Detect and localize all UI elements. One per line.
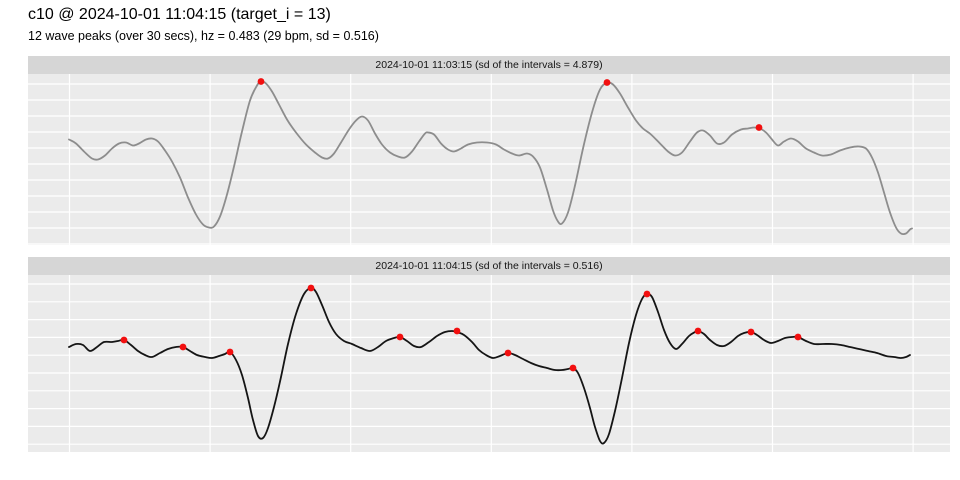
chart-subtitle: 12 wave peaks (over 30 secs), hz = 0.483… xyxy=(28,29,379,43)
peak-marker xyxy=(179,343,187,351)
facet-panel-top xyxy=(28,73,950,245)
wave-line xyxy=(68,80,913,235)
chart-title: c10 @ 2024-10-01 11:04:15 (target_i = 13… xyxy=(28,6,331,23)
peak-marker xyxy=(226,348,234,356)
peak-marker xyxy=(396,333,404,341)
peak-marker xyxy=(257,77,265,85)
peak-marker xyxy=(453,327,461,335)
facet-strip-top: 2024-10-01 11:03:15 (sd of the intervals… xyxy=(28,56,950,74)
peak-marker xyxy=(747,328,755,336)
facet-strip-bottom: 2024-10-01 11:04:15 (sd of the intervals… xyxy=(28,257,950,275)
peak-marker xyxy=(643,290,651,298)
peak-marker xyxy=(307,284,315,292)
peak-marker xyxy=(694,327,702,335)
peak-marker xyxy=(603,78,611,86)
peak-marker xyxy=(794,333,802,341)
facet-panel-bottom xyxy=(28,275,950,452)
peak-marker xyxy=(569,364,577,372)
wave-line xyxy=(68,287,911,445)
peak-marker xyxy=(504,349,512,357)
peak-marker xyxy=(755,123,763,131)
peak-marker xyxy=(120,336,128,344)
